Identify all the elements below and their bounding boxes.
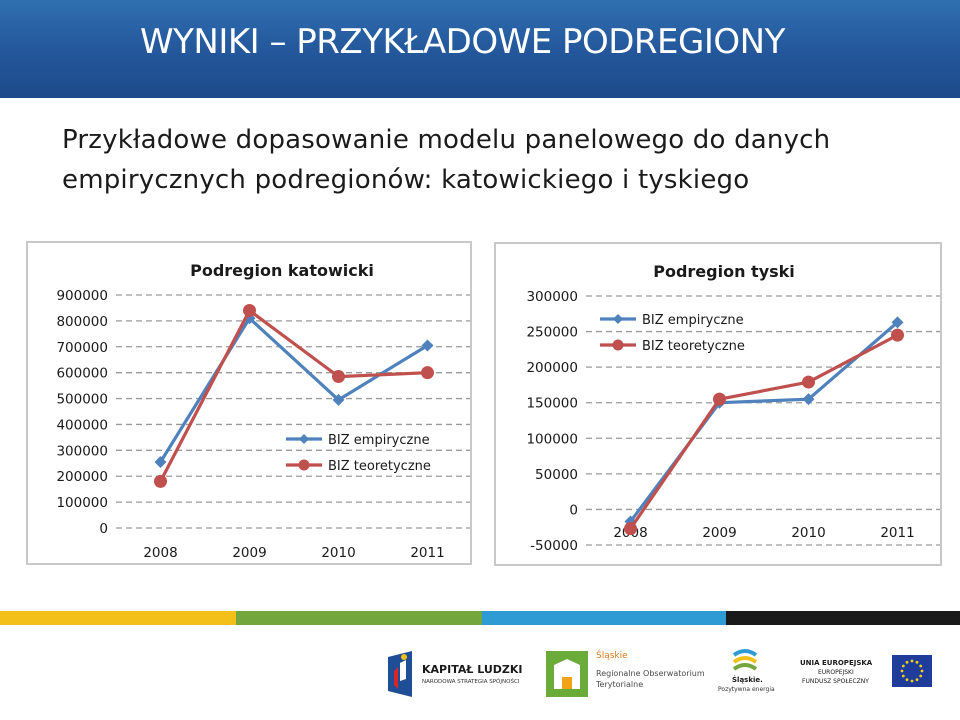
tyski-point-teoretyczne	[891, 328, 904, 342]
eu-star	[915, 660, 919, 664]
katowicki-series-line	[159, 316, 429, 463]
eu-star	[910, 679, 914, 683]
tyski-ytick: 250000	[526, 325, 578, 341]
katowicki-xtick: 2011	[410, 545, 444, 561]
katowicki-ytick: 300000	[56, 443, 108, 459]
eu-line2: EUROPEJSKI	[818, 669, 854, 676]
page-title: WYNIKI – PRZYKŁADOWE PODREGIONY	[140, 22, 785, 62]
observatory-top: Śląskie	[596, 651, 628, 661]
katowicki-ytick: 500000	[56, 392, 108, 408]
katowicki-series-line	[159, 308, 428, 483]
katowicki-point-empiryczne	[421, 339, 434, 352]
tyski-xtick: 2010	[791, 525, 825, 541]
tyski-title: Podregion tyski	[653, 262, 795, 281]
energy-icon	[732, 649, 758, 671]
kapital-ludzki-sub: NARODOWA STRATEGIA SPÓJNOŚCI	[422, 679, 520, 685]
stripe-yellow	[0, 611, 236, 625]
katowicki-ytick: 100000	[56, 495, 108, 511]
katowicki-point-empiryczne	[154, 455, 167, 468]
eu-star	[901, 674, 905, 678]
katowicki-ytick: 800000	[56, 314, 108, 330]
color-stripes	[0, 611, 960, 625]
tyski-point-empiryczne	[802, 393, 815, 406]
katowicki-ytick: 200000	[56, 469, 108, 485]
eu-star	[910, 659, 914, 663]
tyski-ytick: -50000	[530, 538, 578, 554]
eu-line3: FUNDUSZ SPOŁECZNY	[802, 678, 869, 685]
tyski-ytick: 0	[569, 502, 578, 518]
katowicki-legend-label: BIZ empiryczne	[328, 433, 430, 448]
katowicki-point-teoretyczne	[154, 474, 167, 488]
chart-tyski-svg: Podregion tyski 300000 250000 200000 150000 1…	[526, 262, 940, 554]
tyski-ytick: 300000	[526, 289, 578, 305]
kapital-ludzki-title: KAPITAŁ LUDZKI	[422, 663, 523, 676]
eu-star	[920, 669, 924, 673]
eu-star	[905, 678, 909, 682]
katowicki-legend-marker	[299, 434, 309, 444]
tyski-legend-marker	[613, 314, 623, 324]
eu-star	[915, 678, 919, 682]
katowicki-xtick: 2010	[321, 545, 355, 561]
footer-logos: KAPITAŁ LUDZKI NARODOWA STRATEGIA SPÓJNO…	[0, 625, 960, 720]
observatory-line2: Terytorialne	[596, 680, 644, 689]
slaskie-observatory-logo: Śląskie Regionalne Obserwatorium Terytor…	[546, 649, 706, 699]
katowicki-point-teoretyczne	[332, 370, 345, 384]
chart-katowicki: Podregion katowicki 900000 800000 700000 600…	[26, 241, 472, 565]
kapital-ludzki-logo: KAPITAŁ LUDZKI NARODOWA STRATEGIA SPÓJNO…	[386, 649, 526, 699]
subtitle-line-1: Przykładowe dopasowanie modelu paneloweg…	[62, 125, 831, 155]
katowicki-ytick: 400000	[56, 417, 108, 433]
chart-katowicki-svg: Podregion katowicki 900000 800000 700000 600…	[56, 261, 470, 561]
tyski-legend-label: BIZ teoretyczne	[642, 339, 745, 354]
katowicki-ytick: 700000	[56, 340, 108, 356]
tyski-ytick: 50000	[535, 467, 578, 483]
slide-subtitle: Przykładowe dopasowanie modelu paneloweg…	[62, 120, 922, 200]
tyski-ytick: 150000	[526, 396, 578, 412]
tyski-xtick: 2011	[880, 525, 914, 541]
katowicki-ytick: 900000	[56, 288, 108, 304]
katowicki-point-teoretyczne	[243, 304, 256, 318]
katowicki-legend-label: BIZ teoretyczne	[328, 459, 431, 474]
chart-tyski: Podregion tyski 300000 250000 200000 150000 1…	[494, 242, 942, 566]
tyski-legend-marker	[612, 339, 624, 351]
eu-star	[919, 664, 923, 668]
katowicki-point-empiryczne	[332, 393, 345, 406]
subtitle-line-2: empirycznych podregionów: katowickiego i…	[62, 165, 750, 195]
observatory-icon	[546, 651, 588, 697]
katowicki-point-teoretyczne	[421, 366, 434, 380]
eu-star	[905, 660, 909, 664]
kapital-ludzki-icon	[388, 651, 412, 697]
katowicki-xtick: 2009	[232, 545, 266, 561]
tyski-xtick: 2009	[702, 525, 736, 541]
observatory-line1: Regionalne Obserwatorium	[596, 669, 705, 678]
stripe-black	[726, 611, 960, 625]
tyski-legend-label: BIZ empiryczne	[642, 313, 744, 328]
katowicki-legend-marker	[298, 459, 310, 471]
tyski-series-line	[629, 333, 899, 530]
tyski-point-teoretyczne	[802, 375, 815, 389]
katowicki-xtick: 2008	[143, 545, 177, 561]
tyski-point-empiryczne	[891, 316, 904, 329]
eu-logo: UNIA EUROPEJSKA EUROPEJSKI FUNDUSZ SPOŁE…	[796, 653, 936, 697]
eu-star	[900, 669, 904, 673]
slaskie-energy-logo: Śląskie. Pozytywna energia	[712, 647, 778, 707]
tyski-ytick: 100000	[526, 431, 578, 447]
stripe-blue	[482, 611, 726, 625]
katowicki-ytick: 600000	[56, 366, 108, 382]
energy-line1: Śląskie.	[732, 676, 763, 684]
tyski-point-teoretyczne	[624, 522, 637, 536]
katowicki-title: Podregion katowicki	[190, 261, 374, 280]
eu-line1: UNIA EUROPEJSKA	[800, 659, 873, 667]
eu-flag-icon	[892, 655, 932, 687]
eu-star	[919, 674, 923, 678]
katowicki-ytick: 0	[99, 521, 108, 537]
eu-star	[901, 664, 905, 668]
stripe-green	[236, 611, 482, 625]
katowicki-point-empiryczne	[243, 312, 256, 325]
header-bar: WYNIKI – PRZYKŁADOWE PODREGIONY	[0, 0, 960, 98]
tyski-ytick: 200000	[526, 360, 578, 376]
tyski-point-teoretyczne	[713, 392, 726, 406]
energy-line2: Pozytywna energia	[718, 686, 775, 693]
